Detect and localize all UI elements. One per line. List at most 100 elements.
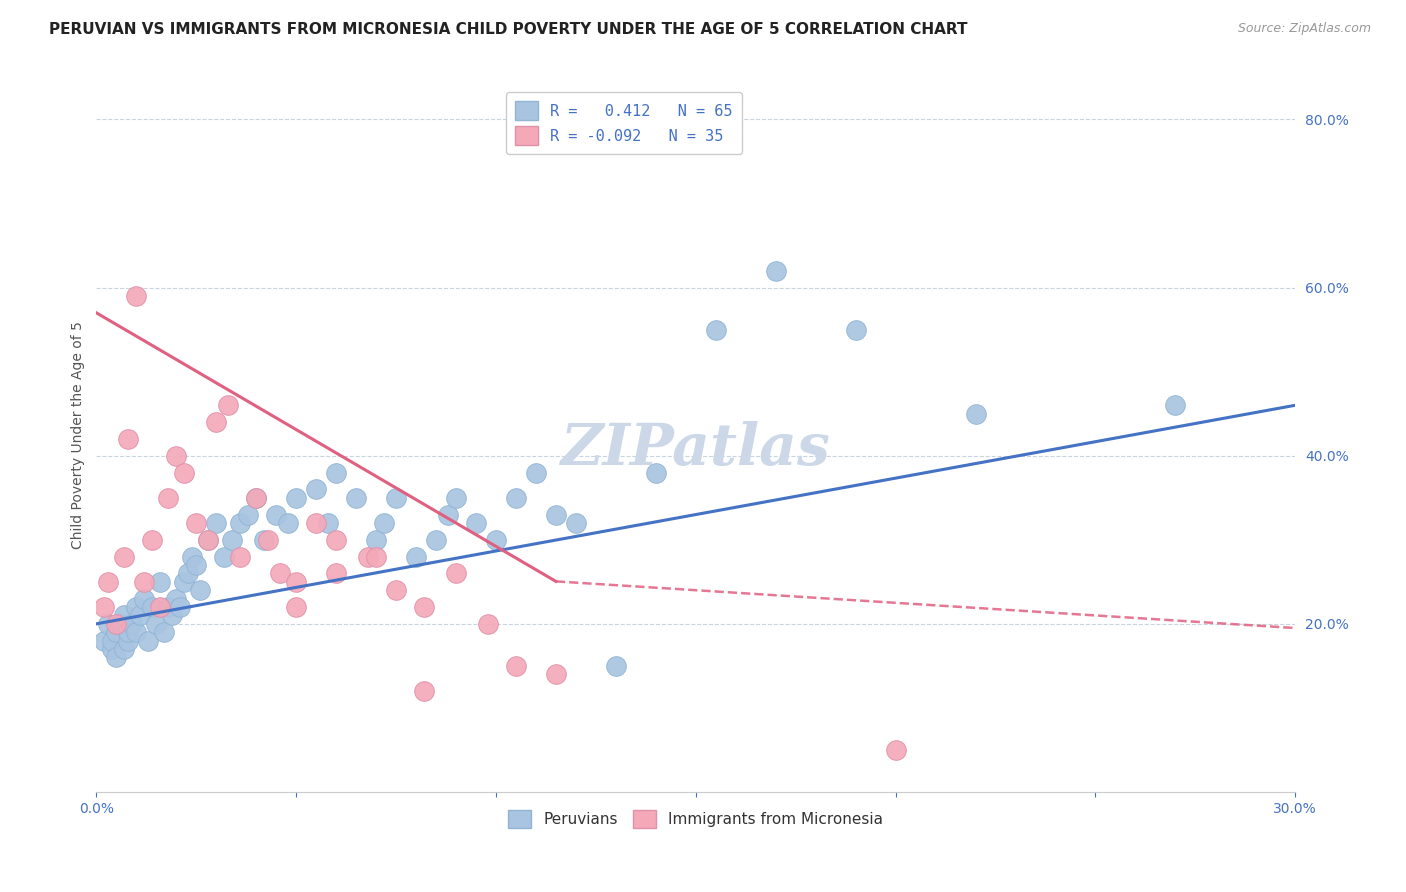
Point <box>485 533 508 547</box>
Point <box>157 491 180 505</box>
Point <box>285 491 308 505</box>
Point <box>105 625 128 640</box>
Point <box>112 608 135 623</box>
Point <box>325 466 347 480</box>
Point <box>101 633 124 648</box>
Point <box>93 633 115 648</box>
Point <box>325 566 347 581</box>
Point <box>117 633 139 648</box>
Point <box>129 608 152 623</box>
Point <box>644 466 666 480</box>
Point <box>149 574 172 589</box>
Point <box>269 566 291 581</box>
Point <box>845 323 868 337</box>
Point <box>157 600 180 615</box>
Point <box>112 549 135 564</box>
Point <box>188 583 211 598</box>
Point <box>357 549 380 564</box>
Point <box>437 508 460 522</box>
Point <box>884 743 907 757</box>
Point <box>136 633 159 648</box>
Point <box>141 600 163 615</box>
Point <box>364 549 387 564</box>
Point <box>117 625 139 640</box>
Point <box>413 600 436 615</box>
Point <box>285 600 308 615</box>
Point <box>264 508 287 522</box>
Point <box>704 323 727 337</box>
Point <box>229 516 252 530</box>
Point <box>965 407 987 421</box>
Point <box>112 642 135 657</box>
Point <box>277 516 299 530</box>
Point <box>153 625 176 640</box>
Point <box>181 549 204 564</box>
Point <box>162 608 184 623</box>
Point <box>316 516 339 530</box>
Point <box>385 583 408 598</box>
Point <box>373 516 395 530</box>
Point <box>285 574 308 589</box>
Point <box>101 642 124 657</box>
Point <box>465 516 488 530</box>
Point <box>253 533 276 547</box>
Point <box>221 533 243 547</box>
Point <box>197 533 219 547</box>
Point <box>524 466 547 480</box>
Point <box>344 491 367 505</box>
Point <box>765 264 787 278</box>
Point <box>565 516 588 530</box>
Point <box>145 616 167 631</box>
Point <box>110 616 132 631</box>
Point <box>117 432 139 446</box>
Point <box>477 616 499 631</box>
Point <box>364 533 387 547</box>
Point <box>141 533 163 547</box>
Point <box>105 650 128 665</box>
Point <box>238 508 260 522</box>
Point <box>212 549 235 564</box>
Point <box>197 533 219 547</box>
Point <box>134 591 156 606</box>
Point <box>165 591 187 606</box>
Point <box>245 491 267 505</box>
Point <box>544 667 567 681</box>
Point <box>605 658 627 673</box>
Text: PERUVIAN VS IMMIGRANTS FROM MICRONESIA CHILD POVERTY UNDER THE AGE OF 5 CORRELAT: PERUVIAN VS IMMIGRANTS FROM MICRONESIA C… <box>49 22 967 37</box>
Point <box>425 533 447 547</box>
Point <box>93 600 115 615</box>
Point <box>177 566 200 581</box>
Point <box>169 600 191 615</box>
Point <box>125 600 148 615</box>
Point <box>149 600 172 615</box>
Point <box>125 625 148 640</box>
Point <box>186 516 208 530</box>
Point <box>173 466 195 480</box>
Y-axis label: Child Poverty Under the Age of 5: Child Poverty Under the Age of 5 <box>72 321 86 549</box>
Point <box>444 491 467 505</box>
Point <box>505 491 527 505</box>
Point <box>1164 398 1187 412</box>
Point <box>186 558 208 572</box>
Point <box>257 533 280 547</box>
Point <box>444 566 467 581</box>
Point <box>305 516 328 530</box>
Point <box>245 491 267 505</box>
Point <box>205 415 228 429</box>
Point <box>121 616 143 631</box>
Point <box>125 289 148 303</box>
Point <box>405 549 427 564</box>
Point <box>165 449 187 463</box>
Text: ZIPatlas: ZIPatlas <box>561 421 831 477</box>
Legend: Peruvians, Immigrants from Micronesia: Peruvians, Immigrants from Micronesia <box>502 804 890 834</box>
Point <box>173 574 195 589</box>
Point <box>505 658 527 673</box>
Point <box>134 574 156 589</box>
Point <box>105 616 128 631</box>
Point <box>97 616 120 631</box>
Point <box>97 574 120 589</box>
Point <box>325 533 347 547</box>
Point <box>413 684 436 698</box>
Point <box>544 508 567 522</box>
Point <box>385 491 408 505</box>
